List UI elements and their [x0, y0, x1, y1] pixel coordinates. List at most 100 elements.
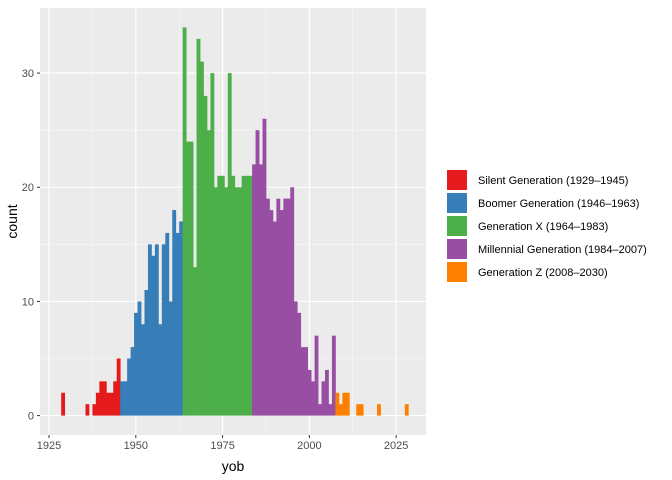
- histogram-bar: [269, 210, 274, 416]
- histogram-bar: [283, 198, 288, 416]
- histogram-bar: [99, 381, 104, 416]
- legend-key: [447, 193, 467, 213]
- histogram-bar: [245, 175, 250, 416]
- histogram-bar: [141, 324, 145, 416]
- histogram-bar: [335, 392, 340, 416]
- histogram-bar: [203, 95, 208, 416]
- histogram-bar: [220, 175, 225, 416]
- y-tick-label: 0: [28, 411, 34, 423]
- histogram-bar: [130, 347, 135, 416]
- histogram-bar: [95, 392, 100, 416]
- histogram-bar: [324, 369, 329, 416]
- histogram-bar: [154, 244, 159, 416]
- histogram-bar: [300, 347, 305, 416]
- histogram-bar: [238, 187, 243, 416]
- y-tick-label: 30: [22, 68, 34, 80]
- legend-key: [447, 262, 467, 282]
- legend: Silent Generation (1929–1945) Boomer Gene…: [447, 170, 647, 282]
- x-tick-label: 1950: [124, 440, 148, 452]
- legend-label: Generation X (1964–1983): [478, 221, 608, 233]
- histogram-bar: [356, 404, 361, 416]
- histogram-bar: [265, 198, 270, 416]
- histogram-bar: [102, 381, 107, 416]
- histogram-bar: [151, 255, 156, 416]
- histogram-bar: [231, 175, 236, 416]
- histogram-bar: [255, 130, 260, 416]
- histogram-bar: [147, 244, 152, 416]
- legend-label: Millennial Generation (1984–2007): [478, 244, 647, 256]
- x-tick-label: 1975: [210, 440, 234, 452]
- histogram-bar: [137, 301, 142, 416]
- histogram-bar: [304, 347, 309, 416]
- y-axis-title: count: [4, 204, 20, 238]
- histogram-bar: [189, 141, 194, 416]
- histogram-bar: [172, 210, 177, 416]
- histogram-bar: [290, 187, 295, 416]
- histogram-bar: [144, 290, 149, 416]
- histogram-bar: [193, 267, 197, 416]
- histogram-bar: [241, 175, 246, 416]
- histogram-bar: [61, 392, 66, 416]
- legend-key: [447, 216, 467, 236]
- histogram-bar: [206, 130, 211, 416]
- histogram-bar: [210, 73, 215, 416]
- histogram-bar: [134, 312, 138, 416]
- histogram-bar: [109, 392, 114, 416]
- histogram-bar: [175, 232, 180, 416]
- legend-label: Boomer Generation (1946–1963): [478, 198, 639, 210]
- histogram-bar: [259, 164, 263, 416]
- legend-label: Silent Generation (1929–1945): [478, 175, 628, 187]
- histogram-bar: [186, 141, 191, 416]
- histogram-bar: [307, 369, 312, 416]
- histogram-bar: [182, 27, 187, 416]
- histogram-bar: [113, 381, 118, 416]
- histogram-bar: [248, 175, 253, 416]
- histogram-bar: [359, 404, 364, 416]
- x-tick-label: 2025: [384, 440, 408, 452]
- histogram-bar: [85, 404, 90, 416]
- histogram-bar: [127, 358, 131, 416]
- histogram-bar: [338, 404, 343, 416]
- histogram-bar: [404, 404, 409, 416]
- y-axis-tick-labels: 0 10 20 30: [22, 68, 34, 423]
- histogram-bar: [318, 404, 322, 416]
- histogram-bar: [165, 232, 170, 416]
- histogram-bar: [297, 312, 302, 416]
- histogram-bar: [168, 301, 173, 416]
- histogram-bar: [252, 164, 256, 416]
- histogram-bar: [227, 73, 232, 416]
- histogram-bar: [106, 392, 111, 416]
- legend-key: [447, 239, 467, 259]
- histogram-bar: [262, 118, 267, 416]
- histogram-bar: [279, 210, 284, 416]
- histogram-bar: [276, 198, 281, 416]
- histogram-bar: [321, 381, 326, 416]
- histogram-bar: [314, 335, 319, 416]
- x-tick-label: 2000: [297, 440, 321, 452]
- y-tick-label: 20: [22, 182, 34, 194]
- histogram-bar: [331, 335, 336, 416]
- histogram-bar: [224, 187, 229, 416]
- y-tick-label: 10: [22, 296, 34, 308]
- histogram-bar: [123, 381, 128, 416]
- x-axis-title: yob: [222, 458, 245, 474]
- histogram-bar: [120, 381, 125, 416]
- histogram-bar: [196, 38, 201, 416]
- histogram-bar: [158, 324, 163, 416]
- histogram-bar: [234, 187, 239, 416]
- legend-label: Generation Z (2008–2030): [478, 267, 608, 279]
- x-tick-label: 1925: [37, 440, 61, 452]
- histogram-bar: [161, 244, 166, 416]
- histogram-bar: [377, 404, 381, 416]
- histogram-bar: [200, 61, 204, 416]
- histogram-bar: [342, 392, 347, 416]
- histogram-bar: [116, 358, 121, 416]
- x-axis-tick-labels: 1925 1950 1975 2000 2025: [37, 440, 409, 452]
- axis-ticks: [37, 72, 397, 438]
- histogram-bar: [217, 175, 222, 416]
- histogram-bars: [61, 27, 409, 416]
- histogram-bar: [345, 392, 350, 416]
- histogram-bar: [293, 301, 298, 416]
- histogram-bar: [272, 221, 277, 416]
